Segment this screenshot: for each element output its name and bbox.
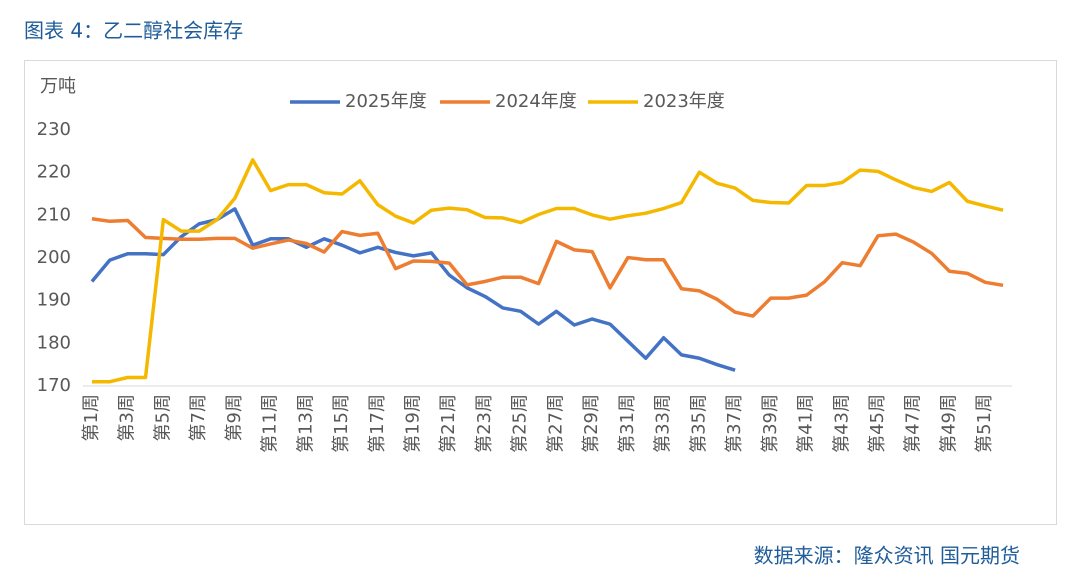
chart-title: 图表 4：乙二醇社会库存: [24, 19, 243, 43]
x-tick-label: 第9周: [224, 394, 245, 441]
x-tick-label: 第17周: [367, 394, 388, 453]
x-tick-label: 第5周: [152, 394, 173, 441]
x-tick-label: 第45周: [867, 394, 888, 453]
x-tick-label: 第15周: [331, 394, 352, 453]
y-tick-label: 210: [37, 204, 71, 225]
x-tick-label: 第3周: [117, 394, 138, 441]
x-tick-label: 第41周: [796, 394, 817, 453]
x-tick-label: 第7周: [188, 394, 209, 441]
x-tick-label: 第35周: [688, 394, 709, 453]
x-tick-label: 第19周: [403, 394, 424, 453]
chart-frame: [24, 60, 1057, 525]
x-tick-label: 第21周: [438, 394, 459, 453]
y-tick-label: 230: [37, 119, 71, 140]
x-tick-label: 第13周: [295, 394, 316, 453]
legend-label: 2023年度: [643, 91, 725, 112]
x-tick-label: 第23周: [474, 394, 495, 453]
x-tick-label: 第11周: [260, 394, 281, 453]
series-line: [91, 217, 1004, 318]
y-tick-label: 220: [37, 162, 71, 183]
series-line: [91, 158, 1004, 384]
x-tick-label: 第31周: [617, 394, 638, 453]
legend-label: 2024年度: [495, 91, 577, 112]
y-tick-label: 170: [37, 375, 71, 396]
x-tick-label: 第1周: [81, 394, 102, 441]
y-tick-label: 180: [37, 332, 71, 353]
x-tick-label: 第47周: [903, 394, 924, 453]
x-tick-label: 第37周: [724, 394, 745, 453]
x-tick-label: 第43周: [831, 394, 852, 453]
y-axis-label: 万吨: [40, 76, 76, 97]
x-tick-label: 第27周: [545, 394, 566, 453]
x-tick-label: 第51周: [974, 394, 995, 453]
x-tick-label: 第39周: [760, 394, 781, 453]
x-tick-label: 第25周: [510, 394, 531, 453]
y-tick-label: 190: [37, 290, 71, 311]
x-tick-label: 第49周: [938, 394, 959, 453]
x-tick-label: 第29周: [581, 394, 602, 453]
source-note: 数据来源：隆众资讯 国元期货: [754, 544, 1020, 568]
y-tick-label: 200: [37, 247, 71, 268]
series-line: [90, 207, 736, 372]
x-tick-label: 第33周: [653, 394, 674, 453]
legend-label: 2025年度: [345, 91, 427, 112]
